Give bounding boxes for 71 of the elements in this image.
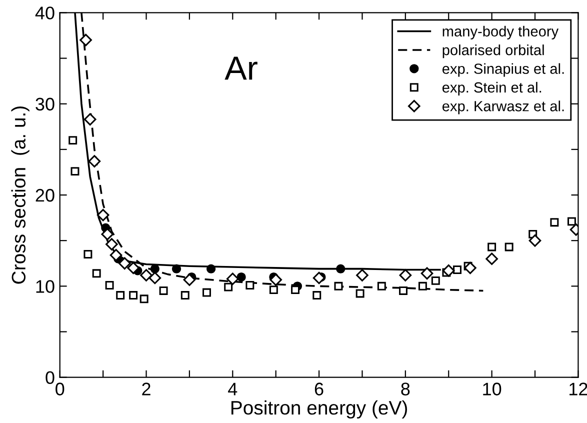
x-tick-label: 12 xyxy=(570,382,587,396)
x-tick-label: 6 xyxy=(314,382,324,396)
point xyxy=(486,252,498,265)
x-tick-label: 10 xyxy=(483,382,502,396)
y-tick-label: 10 xyxy=(36,280,54,293)
point xyxy=(336,264,346,274)
point xyxy=(88,155,101,168)
annotation: Ar xyxy=(224,56,258,80)
y-tick-label: 20 xyxy=(36,188,54,202)
point xyxy=(567,217,576,226)
point xyxy=(291,286,300,294)
point xyxy=(431,276,440,285)
x-tick-label: 8 xyxy=(401,382,410,396)
point xyxy=(420,267,434,280)
point xyxy=(246,281,254,290)
x-tick-label: 2 xyxy=(142,382,150,396)
point xyxy=(202,288,211,297)
point xyxy=(150,264,160,274)
y-tick-label: 40 xyxy=(35,6,54,20)
point xyxy=(270,274,282,286)
point xyxy=(118,257,131,270)
point xyxy=(140,294,148,304)
point xyxy=(442,264,455,277)
legend-label: exp. Stein et al. xyxy=(442,82,542,96)
y-axis-title: Cross section (a. u.) xyxy=(11,106,30,284)
point xyxy=(84,113,96,126)
point xyxy=(269,286,278,294)
point xyxy=(105,281,114,290)
point xyxy=(140,269,152,282)
point xyxy=(106,238,118,250)
point xyxy=(418,282,427,290)
point xyxy=(70,167,80,176)
point xyxy=(68,136,78,145)
point xyxy=(84,250,92,258)
x-axis-title: Positron energy (eV) xyxy=(231,400,407,419)
y-tick-label: 30 xyxy=(36,98,54,111)
point xyxy=(488,242,496,252)
point xyxy=(224,282,233,292)
point xyxy=(159,286,168,295)
point xyxy=(129,291,138,300)
point xyxy=(183,274,196,286)
legend-label: exp. Karwasz et al. xyxy=(442,100,564,114)
y-tick-label: 0 xyxy=(46,371,54,384)
point xyxy=(528,234,542,247)
point xyxy=(453,266,462,274)
point xyxy=(92,269,101,278)
point xyxy=(80,34,92,46)
x-tick-label: 0 xyxy=(56,382,64,396)
point xyxy=(334,282,343,290)
point xyxy=(172,264,182,274)
point xyxy=(356,269,368,282)
x-tick-label: 4 xyxy=(228,382,238,396)
point xyxy=(550,218,559,227)
legend-label: exp. Sinapius et al. xyxy=(442,63,564,77)
point xyxy=(226,272,239,286)
point xyxy=(399,269,412,282)
point xyxy=(180,291,190,300)
point xyxy=(206,264,216,274)
point xyxy=(116,291,125,300)
point xyxy=(356,289,364,298)
legend-label: polarised orbital xyxy=(442,44,544,58)
point xyxy=(377,282,386,290)
point xyxy=(127,262,140,274)
point xyxy=(312,291,322,300)
point xyxy=(399,286,408,295)
point xyxy=(148,272,162,284)
point xyxy=(504,242,514,252)
point xyxy=(236,272,246,282)
legend-label: many-body theory xyxy=(442,26,559,40)
point xyxy=(464,262,476,274)
point xyxy=(96,208,110,222)
